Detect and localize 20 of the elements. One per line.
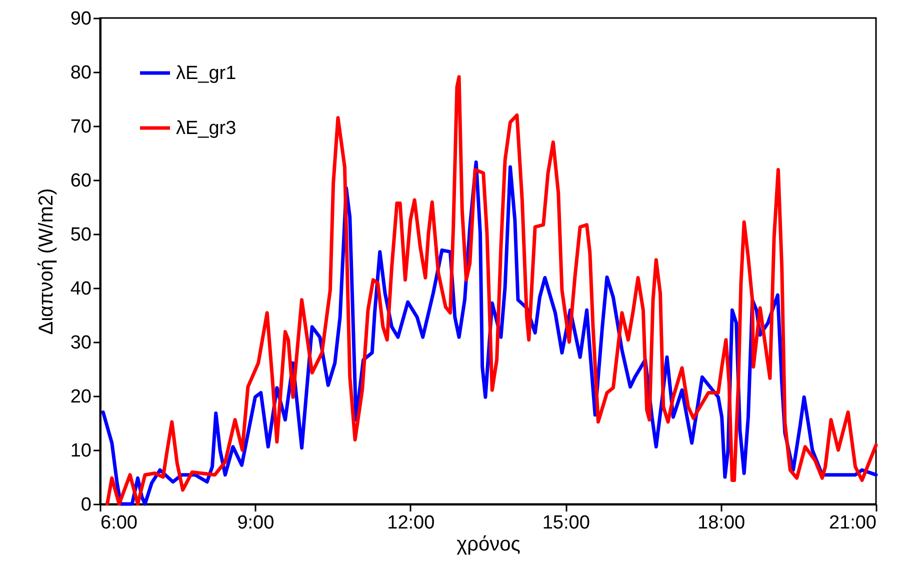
y-tick-label: 0 <box>80 494 92 516</box>
y-tick-label: 40 <box>70 278 92 300</box>
x-tick-label: 21:00 <box>828 512 876 534</box>
y-tick-label: 50 <box>70 224 92 246</box>
y-tick-label: 30 <box>70 332 92 354</box>
y-tick-label: 70 <box>70 116 92 138</box>
y-tick-label: 60 <box>70 170 92 192</box>
x-tick-label: 9:00 <box>237 512 274 534</box>
y-tick-label: 20 <box>70 386 92 408</box>
y-tick-label: 80 <box>70 62 92 84</box>
x-tick-label: 15:00 <box>542 512 590 534</box>
legend-label: λE_gr1 <box>176 63 236 84</box>
y-tick-label: 90 <box>70 8 92 30</box>
y-tick-label: 10 <box>70 440 92 462</box>
x-tick-label: 6:00 <box>100 512 138 534</box>
x-tick-label: 18:00 <box>698 512 746 534</box>
x-tick-label: 12:00 <box>387 512 435 534</box>
y-axis-title: Διαπνοή (W/m2) <box>35 188 58 335</box>
x-axis-title: χρόνος <box>456 534 521 556</box>
legend-label: λE_gr3 <box>176 118 236 139</box>
